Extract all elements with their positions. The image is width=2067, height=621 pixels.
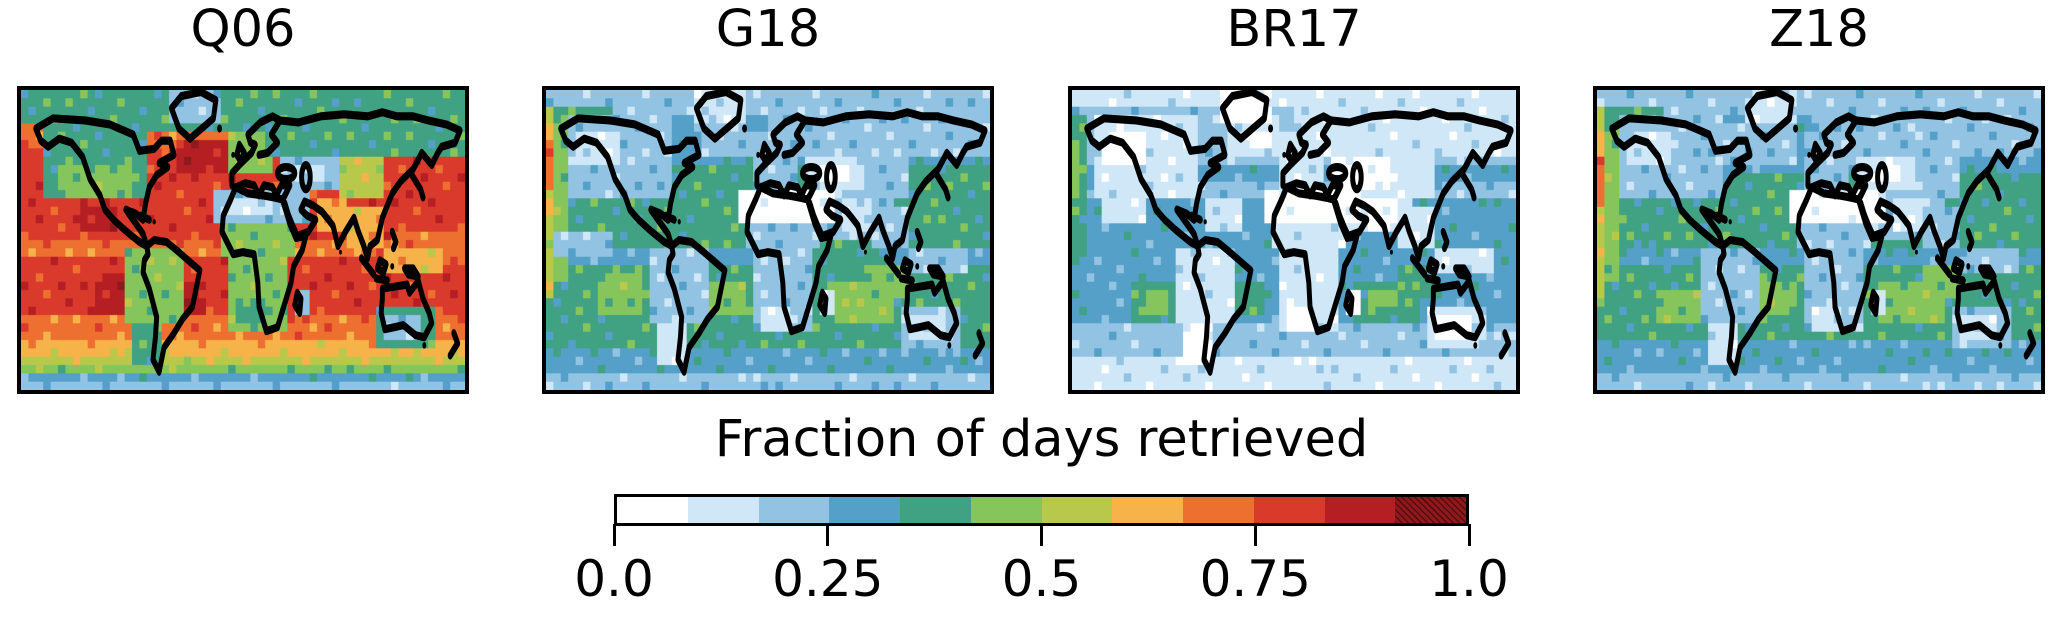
colorbar-tick-label-2: 0.5 [1001,550,1082,608]
colorbar-segment-1 [687,497,759,523]
colorbar-tick-3 [1253,524,1257,546]
map-panel-g18: G18 [542,0,994,400]
colorbar-tick-label-4: 1.0 [1429,550,1509,608]
map-heatmap-canvas-g18 [546,90,990,390]
map-frame-g18 [542,86,994,394]
map-title-br17: BR17 [1226,0,1362,59]
colorbar-segment-9 [1253,497,1325,523]
colorbar-segment-3 [829,497,900,523]
map-title-q06: Q06 [190,0,296,59]
map-heatmap-canvas-q06 [21,90,465,390]
colorbar-swatches [617,497,1466,523]
colorbar-segment-8 [1183,497,1254,523]
colorbar-segment-4 [900,497,971,523]
coastlines-overlay-q06 [21,90,465,390]
colorbar-tick-1 [826,524,830,546]
coastlines-overlay-g18 [546,90,990,390]
colorbar-tick-0 [612,524,616,546]
colorbar-tick-label-3: 0.75 [1199,550,1311,608]
colorbar-segment-6 [1041,497,1113,523]
colorbar-segment-11 [1395,497,1466,523]
map-heatmap-canvas-br17 [1072,90,1516,390]
colorbar-ticks [612,524,1471,546]
map-panel-q06: Q06 [17,0,469,400]
colorbar [614,494,1469,526]
map-frame-br17 [1068,86,1520,394]
colorbar-tick-4 [1467,524,1471,546]
colorbar-tick-2 [1040,524,1043,546]
map-title-z18: Z18 [1769,0,1869,59]
colorbar-segment-10 [1324,497,1396,523]
map-frame-z18 [1593,86,2045,394]
colorbar-segment-0 [617,497,688,523]
colorbar-tick-labels: 0.0 0.25 0.5 0.75 1.0 [574,550,1509,614]
map-heatmap-canvas-z18 [1597,90,2041,390]
map-panel-br17: BR17 [1068,0,1520,400]
colorbar-segment-2 [758,497,830,523]
colorbar-tick-label-0: 0.0 [574,550,654,608]
coastlines-overlay-br17 [1072,90,1516,390]
colorbar-segment-7 [1112,497,1183,523]
colorbar-label: Fraction of days retrieved [714,410,1369,469]
map-panel-z18: Z18 [1593,0,2045,400]
colorbar-tick-label-1: 0.25 [772,550,884,608]
map-title-g18: G18 [715,0,821,59]
map-frame-q06 [17,86,469,394]
coastlines-overlay-z18 [1597,90,2041,390]
colorbar-segment-5 [970,497,1042,523]
